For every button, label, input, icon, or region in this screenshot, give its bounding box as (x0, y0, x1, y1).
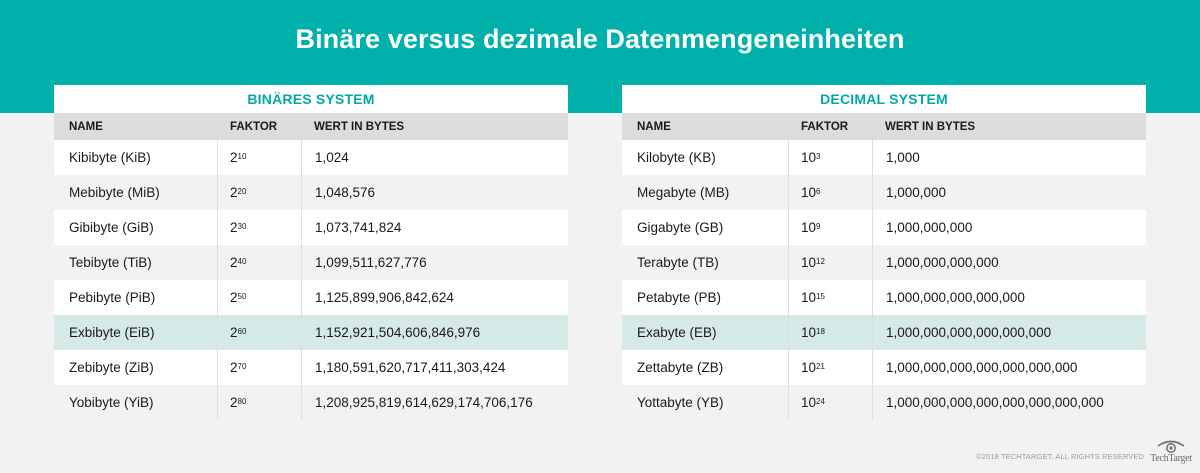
table-row: Zebibyte (ZiB) 2 70 1,180,591,620,717,411… (54, 350, 568, 385)
unit-factor: 2 50 (217, 280, 301, 315)
column-name-header: NAME (69, 120, 103, 133)
unit-value: 1,125,899,906,842,624 (301, 280, 568, 315)
unit-factor: 2 40 (217, 245, 301, 280)
copyright-notice: ©2018 TECHTARGET. ALL RIGHTS RESERVED (976, 452, 1144, 461)
table-row-highlighted: Exbibyte (EiB) 2 60 1,152,921,504,606,846… (54, 315, 568, 350)
unit-value: 1,180,591,620,717,411,303,424 (301, 350, 568, 385)
unit-name: Petabyte (PB) (637, 290, 722, 305)
unit-factor: 10 9 (788, 210, 872, 245)
unit-factor: 2 10 (217, 140, 301, 175)
unit-name: Kilobyte (KB) (637, 150, 716, 165)
table-row: Petabyte (PB) 10 15 1,000,000,000,000,000 (622, 280, 1146, 315)
unit-value: 1,208,925,819,614,629,174,706,176 (301, 385, 568, 420)
table-row-highlighted: Exabyte (EB) 10 18 1,000,000,000,000,000,… (622, 315, 1146, 350)
unit-value: 1,000,000,000,000,000,000 (872, 315, 1146, 350)
unit-value: 1,000,000,000,000,000,000,000,000 (872, 385, 1146, 420)
column-name-header: NAME (637, 120, 671, 133)
unit-value: 1,000,000 (872, 175, 1146, 210)
table-row: Terabyte (TB) 10 12 1,000,000,000,000 (622, 245, 1146, 280)
unit-value: 1,152,921,504,606,846,976 (301, 315, 568, 350)
decimal-system-table: DECIMAL SYSTEM NAME FAKTOR WERT IN BYTES… (622, 85, 1146, 420)
unit-name: Gigabyte (GB) (637, 220, 724, 235)
table-row: Kibibyte (KiB) 2 10 1,024 (54, 140, 568, 175)
column-faktor-header: FAKTOR (230, 120, 278, 133)
unit-value: 1,000 (872, 140, 1146, 175)
table-row: Kilobyte (KB) 10 3 1,000 (622, 140, 1146, 175)
unit-name: Megabyte (MB) (637, 185, 730, 200)
unit-name: Kibibyte (KiB) (69, 150, 151, 165)
table-row: Yobibyte (YiB) 2 80 1,208,925,819,614,629… (54, 385, 568, 420)
column-wert-header: WERT IN BYTES (885, 120, 976, 133)
decimal-column-header: NAME FAKTOR WERT IN BYTES (622, 113, 1146, 140)
binary-system-title: BINÄRES SYSTEM (54, 85, 568, 113)
unit-value: 1,099,511,627,776 (301, 245, 568, 280)
unit-factor: 2 60 (217, 315, 301, 350)
logo-text: TechTarget (1150, 453, 1192, 464)
unit-factor: 2 30 (217, 210, 301, 245)
unit-name: Yottabyte (YB) (637, 395, 724, 410)
unit-name: Yobibyte (YiB) (69, 395, 154, 410)
unit-factor: 10 3 (788, 140, 872, 175)
unit-value: 1,000,000,000,000,000 (872, 280, 1146, 315)
unit-factor: 2 20 (217, 175, 301, 210)
unit-factor: 2 80 (217, 385, 301, 420)
binary-column-header: NAME FAKTOR WERT IN BYTES (54, 113, 568, 140)
unit-name: Pebibyte (PiB) (69, 290, 156, 305)
eye-icon (1157, 440, 1185, 453)
unit-value: 1,000,000,000,000 (872, 245, 1146, 280)
table-row: Tebibyte (TiB) 2 40 1,099,511,627,776 (54, 245, 568, 280)
unit-name: Tebibyte (TiB) (69, 255, 152, 270)
unit-factor: 10 24 (788, 385, 872, 420)
column-faktor-header: FAKTOR (801, 120, 849, 133)
unit-name: Exbibyte (EiB) (69, 325, 155, 340)
unit-factor: 10 15 (788, 280, 872, 315)
binary-system-table: BINÄRES SYSTEM NAME FAKTOR WERT IN BYTES… (54, 85, 568, 420)
table-row: Yottabyte (YB) 10 24 1,000,000,000,000,00… (622, 385, 1146, 420)
column-wert-header: WERT IN BYTES (314, 120, 405, 133)
unit-value: 1,073,741,824 (301, 210, 568, 245)
unit-value: 1,000,000,000 (872, 210, 1146, 245)
table-row: Mebibyte (MiB) 2 20 1,048,576 (54, 175, 568, 210)
table-row: Zettabyte (ZB) 10 21 1,000,000,000,000,00… (622, 350, 1146, 385)
unit-factor: 10 12 (788, 245, 872, 280)
table-row: Gigabyte (GB) 10 9 1,000,000,000 (622, 210, 1146, 245)
unit-name: Zettabyte (ZB) (637, 360, 724, 375)
table-row: Megabyte (MB) 10 6 1,000,000 (622, 175, 1146, 210)
unit-value: 1,024 (301, 140, 568, 175)
table-row: Gibibyte (GiB) 2 30 1,073,741,824 (54, 210, 568, 245)
unit-factor: 10 18 (788, 315, 872, 350)
unit-name: Terabyte (TB) (637, 255, 719, 270)
unit-name: Exabyte (EB) (637, 325, 717, 340)
techtarget-logo: TechTarget (1148, 440, 1194, 468)
unit-value: 1,000,000,000,000,000,000,000 (872, 350, 1146, 385)
page-title: Binäre versus dezimale Datenmengeneinhei… (295, 24, 905, 54)
unit-factor: 2 70 (217, 350, 301, 385)
decimal-system-title: DECIMAL SYSTEM (622, 85, 1146, 113)
table-row: Pebibyte (PiB) 2 50 1,125,899,906,842,624 (54, 280, 568, 315)
unit-name: Zebibyte (ZiB) (69, 360, 154, 375)
unit-name: Mebibyte (MiB) (69, 185, 160, 200)
unit-name: Gibibyte (GiB) (69, 220, 154, 235)
unit-factor: 10 21 (788, 350, 872, 385)
unit-value: 1,048,576 (301, 175, 568, 210)
unit-factor: 10 6 (788, 175, 872, 210)
